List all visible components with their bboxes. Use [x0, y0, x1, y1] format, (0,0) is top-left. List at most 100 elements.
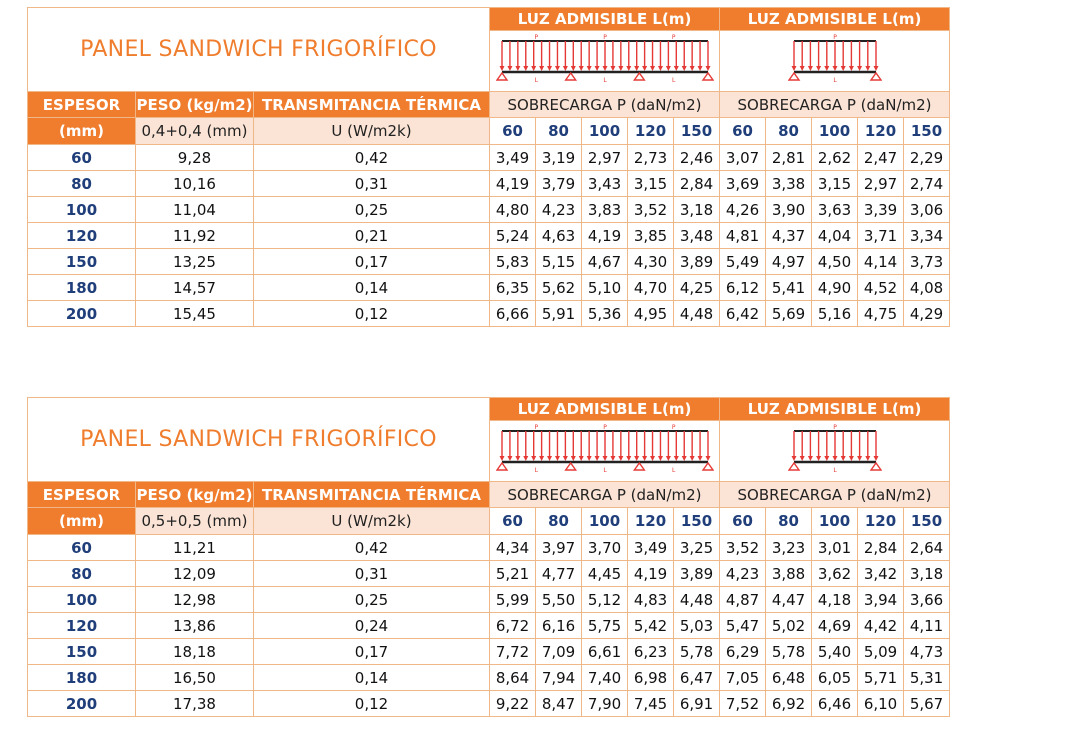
luz-value-cell: 3,79: [535, 170, 583, 197]
luz-value-cell: 7,40: [581, 664, 629, 691]
load-arrow-head: [625, 456, 631, 461]
luz-value-cell: 4,48: [673, 586, 721, 613]
header-sobrecarga: SOBRECARGA P (daN/m2): [719, 481, 951, 508]
luz-value-cell: 3,25: [673, 534, 721, 561]
luz-value-cell: 5,99: [489, 586, 537, 613]
load-arrow-head: [530, 66, 536, 71]
table-row: 200 15,45 0,12 6,66 5,91 5,36 4,95 4,48 6,42 5,69…: [27, 300, 951, 327]
load-arrow-head: [840, 456, 846, 461]
peso-cell: 15,45: [135, 300, 254, 327]
header-transmitancia: TRANSMITANCIA TÉRMICA: [252, 91, 491, 118]
table-row: 120 11,92 0,21 5,24 4,63 4,19 3,85 3,48 4,81 4,37…: [27, 222, 951, 249]
luz-value-cell: 4,34: [489, 534, 537, 561]
luz-value-cell: 7,52: [719, 690, 767, 717]
transmitancia-cell: 0,42: [252, 534, 491, 561]
luz-value-cell: 6,16: [535, 612, 583, 639]
load-arrow-head: [649, 66, 655, 71]
luz-value-cell: 5,31: [903, 664, 951, 691]
header-peso-unit: 0,5+0,5 (mm): [135, 507, 254, 535]
panel-table-2: PANEL SANDWICH FRIGORÍFICO LUZ ADMISIBLE …: [26, 397, 951, 717]
transmitancia-cell: 0,14: [252, 274, 491, 301]
luz-value-cell: 3,49: [489, 144, 537, 171]
load-arrow-head: [799, 66, 805, 71]
load-arrow-head: [514, 66, 520, 71]
load-arrow-head: [570, 66, 576, 71]
load-label: P: [534, 34, 538, 41]
luz-value-cell: 5,75: [581, 612, 629, 639]
luz-value-cell: 3,73: [903, 248, 951, 275]
luz-value-cell: 3,89: [673, 560, 721, 587]
continuous-beam-diagram: P L P L P L: [495, 34, 714, 84]
table-row: 60 9,28 0,42 3,49 3,19 2,97 2,73 2,46 3,07 2,81 2,…: [27, 144, 951, 171]
luz-value-cell: 5,36: [581, 300, 629, 327]
espesor-cell: 60: [27, 144, 136, 171]
luz-value-cell: 6,72: [489, 612, 537, 639]
header-espesor-unit: (mm): [27, 507, 136, 535]
luz-value-cell: 3,97: [535, 534, 583, 561]
espesor-cell: 80: [27, 170, 136, 197]
load-arrow-head: [633, 456, 639, 461]
load-arrow-head: [697, 66, 703, 71]
luz-value-cell: 3,52: [627, 196, 675, 223]
load-arrow-head: [856, 66, 862, 71]
load-arrow-head: [807, 66, 813, 71]
table-row: 150 18,18 0,17 7,72 7,09 6,61 6,23 5,78 6,29 5,78…: [27, 638, 951, 665]
load-header: 150: [673, 507, 721, 535]
espesor-cell: 100: [27, 196, 136, 223]
load-arrow-head: [823, 66, 829, 71]
load-arrow-head: [594, 456, 600, 461]
luz-value-cell: 5,24: [489, 222, 537, 249]
load-arrow-head: [848, 456, 854, 461]
load-arrow-head: [522, 456, 528, 461]
luz-value-cell: 8,47: [535, 690, 583, 717]
load-header: 80: [535, 117, 583, 145]
load-arrow-head: [554, 456, 560, 461]
support-icon: [495, 461, 508, 471]
load-header: 60: [489, 507, 537, 535]
luz-value-cell: 5,02: [765, 612, 813, 639]
load-arrow-head: [665, 66, 671, 71]
load-arrow-head: [673, 66, 679, 71]
support-icon: [632, 71, 646, 81]
support-icon: [787, 71, 800, 81]
luz-value-cell: 6,92: [765, 690, 813, 717]
luz-value-cell: 4,63: [535, 222, 583, 249]
support-icon: [869, 71, 882, 81]
table-row: 200 17,38 0,12 9,22 8,47 7,90 7,45 6,91 7,52 6,92…: [27, 690, 951, 717]
luz-header: LUZ ADMISIBLE L(m): [719, 7, 951, 31]
load-arrow-head: [864, 456, 870, 461]
simple-beam-diagram: PL: [787, 424, 882, 474]
load-arrow-head: [657, 66, 663, 71]
luz-value-cell: 4,45: [581, 560, 629, 587]
espesor-cell: 60: [27, 534, 136, 561]
luz-header: LUZ ADMISIBLE L(m): [489, 397, 721, 421]
peso-cell: 13,25: [135, 248, 254, 275]
luz-value-cell: 5,40: [811, 638, 859, 665]
luz-value-cell: 7,45: [627, 690, 675, 717]
table-row: 100 11,04 0,25 4,80 4,23 3,83 3,52 3,18 4,26 3,90…: [27, 196, 951, 223]
panel-table-1: PANEL SANDWICH FRIGORÍFICO LUZ ADMISIBLE …: [26, 7, 951, 327]
luz-value-cell: 2,64: [903, 534, 951, 561]
load-header: 150: [903, 507, 951, 535]
espesor-cell: 100: [27, 586, 136, 613]
luz-value-cell: 3,06: [903, 196, 951, 223]
espesor-cell: 120: [27, 222, 136, 249]
luz-value-cell: 3,69: [719, 170, 767, 197]
luz-value-cell: 4,37: [765, 222, 813, 249]
table-title: PANEL SANDWICH FRIGORÍFICO: [26, 7, 491, 92]
luz-value-cell: 6,98: [627, 664, 675, 691]
luz-value-cell: 5,12: [581, 586, 629, 613]
load-arrow-head: [799, 456, 805, 461]
luz-value-cell: 3,07: [719, 144, 767, 171]
load-arrow-head: [514, 456, 520, 461]
espesor-cell: 120: [27, 612, 136, 639]
load-arrow-head: [848, 66, 854, 71]
luz-value-cell: 3,34: [903, 222, 951, 249]
luz-value-cell: 3,39: [857, 196, 905, 223]
load-arrow-head: [815, 66, 821, 71]
luz-value-cell: 2,29: [903, 144, 951, 171]
luz-value-cell: 2,46: [673, 144, 721, 171]
luz-value-cell: 5,47: [719, 612, 767, 639]
luz-value-cell: 2,74: [903, 170, 951, 197]
load-arrow-head: [840, 66, 846, 71]
